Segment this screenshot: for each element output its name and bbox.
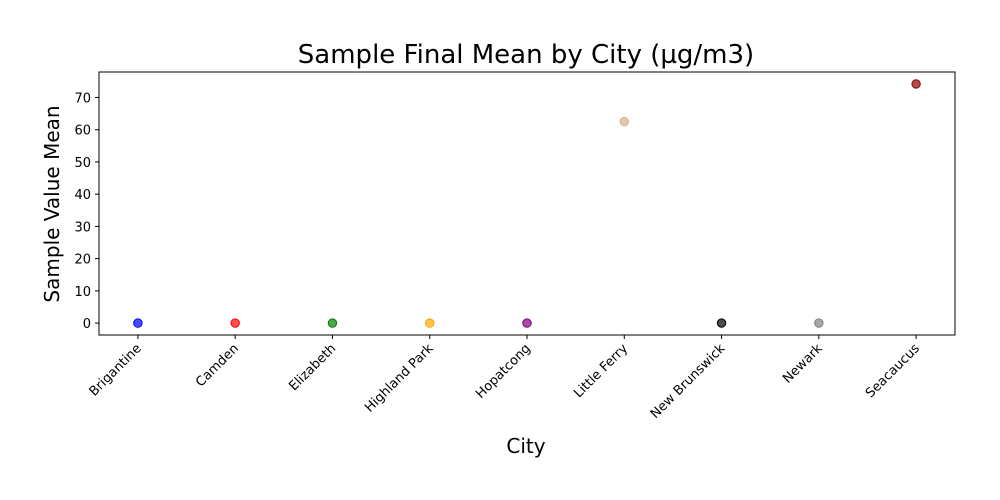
data-point [522,318,532,328]
plot-frame [98,71,956,336]
y-axis-label: Sample Value Mean [40,105,64,302]
x-tick-label: Elizabeth [286,341,339,394]
data-point [814,318,824,328]
y-tick-label: 30 [74,220,91,235]
data-point [716,318,727,328]
x-tick-label: Camden [193,341,242,390]
data-point [425,318,435,328]
x-axis-label: City [506,434,545,458]
y-tick-label: 40 [74,188,91,203]
y-tick-label: 70 [74,91,91,106]
y-tick-label: 50 [74,156,91,171]
data-point [911,79,921,89]
y-tick-label: 0 [83,317,91,332]
y-tick-label: 20 [74,253,91,268]
x-tick-label: Newark [780,341,826,387]
data-point [133,318,143,328]
x-tick-label: Seacaucus [863,341,923,401]
chart-title: Sample Final Mean by City (µg/m3) [298,40,754,70]
data-point [619,116,629,127]
data-point [230,318,240,328]
y-axis: 0 10 20 30 40 50 60 70 [74,91,99,332]
data-point [327,318,338,328]
x-tick-label: Hopatcong [473,341,534,402]
y-tick-label: 60 [74,124,91,139]
x-tick-label: Highland Park [362,341,437,416]
x-tick-label: Brigantine [87,341,145,399]
x-axis: Brigantine Camden Elizabeth Highland Park Ho… [87,335,923,422]
data-points [133,79,921,328]
x-tick-label: Little Ferry [571,341,631,401]
x-tick-label: New Brunswick [648,341,729,422]
y-tick-label: 10 [74,285,91,300]
